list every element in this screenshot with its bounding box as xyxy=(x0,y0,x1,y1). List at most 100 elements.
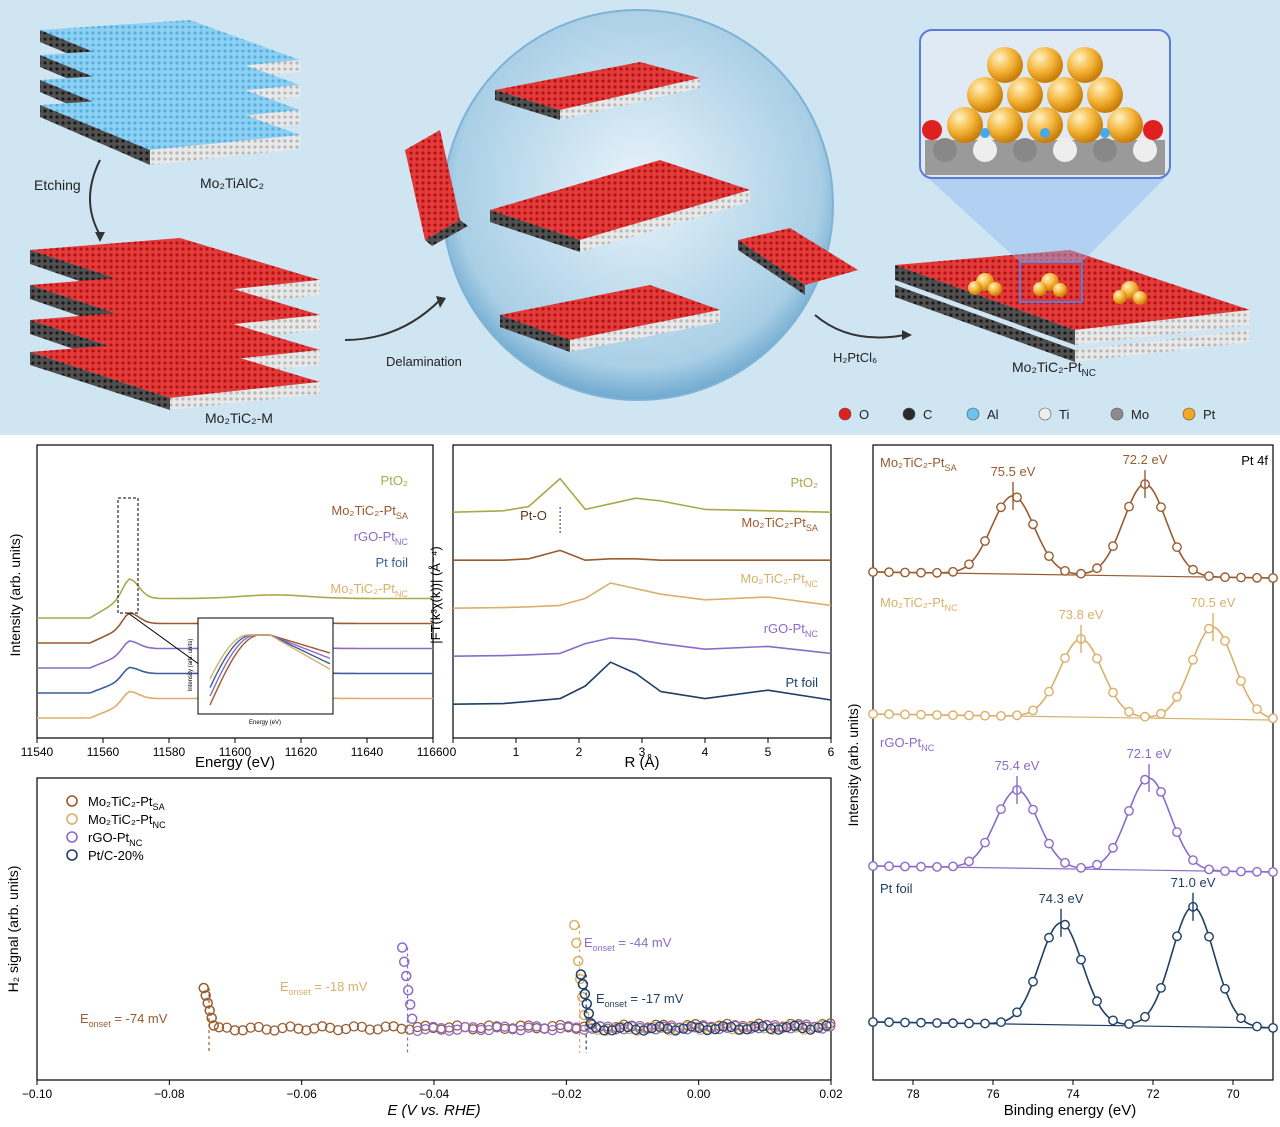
dems-point-0 xyxy=(202,997,213,1009)
dems-point-1 xyxy=(572,955,584,967)
xps-point-1 xyxy=(948,710,958,721)
xanes-series-label-1: Mo₂TiC₂-PtSA xyxy=(331,503,409,521)
xps-point-3 xyxy=(1076,954,1086,965)
etching-arrow xyxy=(89,159,101,236)
dems-point-1 xyxy=(798,1024,810,1035)
xanes-inset-line-3 xyxy=(209,634,331,680)
delamination-arrow xyxy=(344,299,441,341)
dems-legend-label-0: Mo₂TiC₂-PtSA xyxy=(88,794,166,812)
xps-point-0 xyxy=(1124,501,1134,512)
xanes-series-label-3: Pt foil xyxy=(375,555,408,570)
xps-point-2 xyxy=(980,837,990,848)
xps-peak-label-2-0: 75.4 eV xyxy=(995,758,1040,773)
xps-point-1 xyxy=(1060,653,1070,663)
xanes-xtick-label-2: 11580 xyxy=(153,745,186,759)
xps-point-1 xyxy=(1108,687,1118,698)
xps-point-3 xyxy=(964,1018,974,1029)
xps-peak-label-0-0: 75.5 eV xyxy=(991,464,1036,479)
xps-point-0 xyxy=(964,559,974,570)
dems-point-2 xyxy=(404,999,416,1010)
legend-label-mo: Mo xyxy=(1131,407,1149,422)
xps-point-1 xyxy=(884,709,894,720)
xps-xtick-label-1: 76 xyxy=(986,1087,1000,1101)
dems-point-2 xyxy=(825,1021,836,1032)
dems-point-1 xyxy=(663,1025,675,1036)
dems-point-3 xyxy=(733,1024,745,1035)
xps-point-3 xyxy=(1220,983,1230,994)
legend-label-pt: Pt xyxy=(1203,407,1216,422)
xps-point-1 xyxy=(1124,706,1134,717)
xps-xtick-label-3: 72 xyxy=(1146,1087,1160,1101)
etching-arrowhead xyxy=(95,232,105,242)
xanes-xtick-label-3: 11600 xyxy=(219,745,252,759)
dems-point-3 xyxy=(646,1022,657,1034)
dems-point-0 xyxy=(245,1022,256,1033)
dems-legend-marker-2 xyxy=(66,831,78,843)
legend-swatch-ti xyxy=(1038,407,1052,421)
xps-point-0 xyxy=(1076,568,1086,579)
dems-point-3 xyxy=(662,1023,673,1034)
dems-xtick-label-4: −0.02 xyxy=(551,1087,582,1101)
xps-point-0 xyxy=(884,567,894,578)
dems-point-3 xyxy=(821,1020,832,1031)
legend-swatch-pt xyxy=(1182,407,1196,421)
dems-point-1 xyxy=(571,937,582,949)
delamination-arrowhead xyxy=(436,296,446,308)
exafs-xtick-label-4: 4 xyxy=(702,745,709,759)
xps-series-label-2: rGO-PtNC xyxy=(880,735,935,753)
xps-point-3 xyxy=(1044,932,1054,943)
xanes-series-label-0: PtO₂ xyxy=(381,473,408,488)
dems-point-0 xyxy=(317,1021,328,1032)
legend-label-c: C xyxy=(923,407,932,422)
figure-panels: PtO₂ Mo₂TiC₂-PtSA rGO-PtNC Pt foil Mo₂TiC₂-P… xyxy=(5,444,1278,1119)
xps-point-2 xyxy=(1188,855,1198,865)
xps-point-2 xyxy=(948,861,958,872)
dems-point-2 xyxy=(428,1021,439,1033)
xps-point-1 xyxy=(1012,710,1022,721)
synthesis-schematic: Mo₂TiAlC₂ Etching Mo₂TiC₂-M Delamination xyxy=(0,0,1280,435)
exafs-series-label-1: Mo₂TiC₂-PtSA xyxy=(741,515,819,533)
schematic-drawing: Mo₂TiAlC₂ Etching Mo₂TiC₂-M Delamination xyxy=(30,9,1250,426)
xps-point-3 xyxy=(868,1017,878,1027)
product-slab xyxy=(895,250,1250,362)
h2ptcl6-arrowhead xyxy=(902,330,912,340)
xps-point-0 xyxy=(1060,565,1070,576)
dems-point-2 xyxy=(539,1023,550,1034)
dems-xtick-label-0: −0.10 xyxy=(22,1087,53,1101)
dems-point-1 xyxy=(782,1020,794,1031)
dems-point-2 xyxy=(398,956,410,968)
legend-label-o: O xyxy=(859,407,869,422)
xps-point-3 xyxy=(900,1017,910,1028)
xps-point-1 xyxy=(1028,705,1038,716)
dems-point-2 xyxy=(475,1024,487,1036)
xps-xlabel: Binding energy (eV) xyxy=(1004,1102,1137,1119)
xps-point-3 xyxy=(980,1018,990,1029)
xanes-xlabel: Energy (eV) xyxy=(195,754,275,771)
mo2tic2-m-stack xyxy=(30,238,320,410)
dems-point-3 xyxy=(702,1024,713,1036)
dems-point-0 xyxy=(204,1005,215,1016)
xps-point-1 xyxy=(932,710,942,720)
dems-point-3 xyxy=(670,1025,681,1036)
legend-swatch-al xyxy=(966,407,980,421)
xps-point-2 xyxy=(916,861,926,872)
xps-point-3 xyxy=(1060,919,1070,930)
xps-point-0 xyxy=(1012,492,1022,503)
xps-point-1 xyxy=(1220,635,1230,646)
dems-point-2 xyxy=(547,1024,558,1036)
dems-legend-label-3: Pt/C-20% xyxy=(88,848,144,863)
xps-point-2 xyxy=(1220,866,1230,876)
xanes-zoom-connector xyxy=(127,612,201,666)
xps-point-1 xyxy=(1236,676,1246,686)
xps-point-0 xyxy=(1108,541,1118,552)
dems-point-3 xyxy=(581,998,593,1010)
xps-point-1 xyxy=(1268,713,1278,724)
mo2tialc2-label: Mo₂TiAlC₂ xyxy=(200,175,264,191)
dems-point-2 xyxy=(579,1024,590,1035)
dems-legend-marker-1 xyxy=(66,813,78,825)
xps-point-0 xyxy=(932,567,942,578)
xps-point-0 xyxy=(1220,572,1230,583)
dems-legend-label-1: Mo₂TiC₂-PtNC xyxy=(88,812,166,830)
xps-point-0 xyxy=(1156,502,1166,513)
exafs-xtick-label-0: 0 xyxy=(450,745,457,759)
